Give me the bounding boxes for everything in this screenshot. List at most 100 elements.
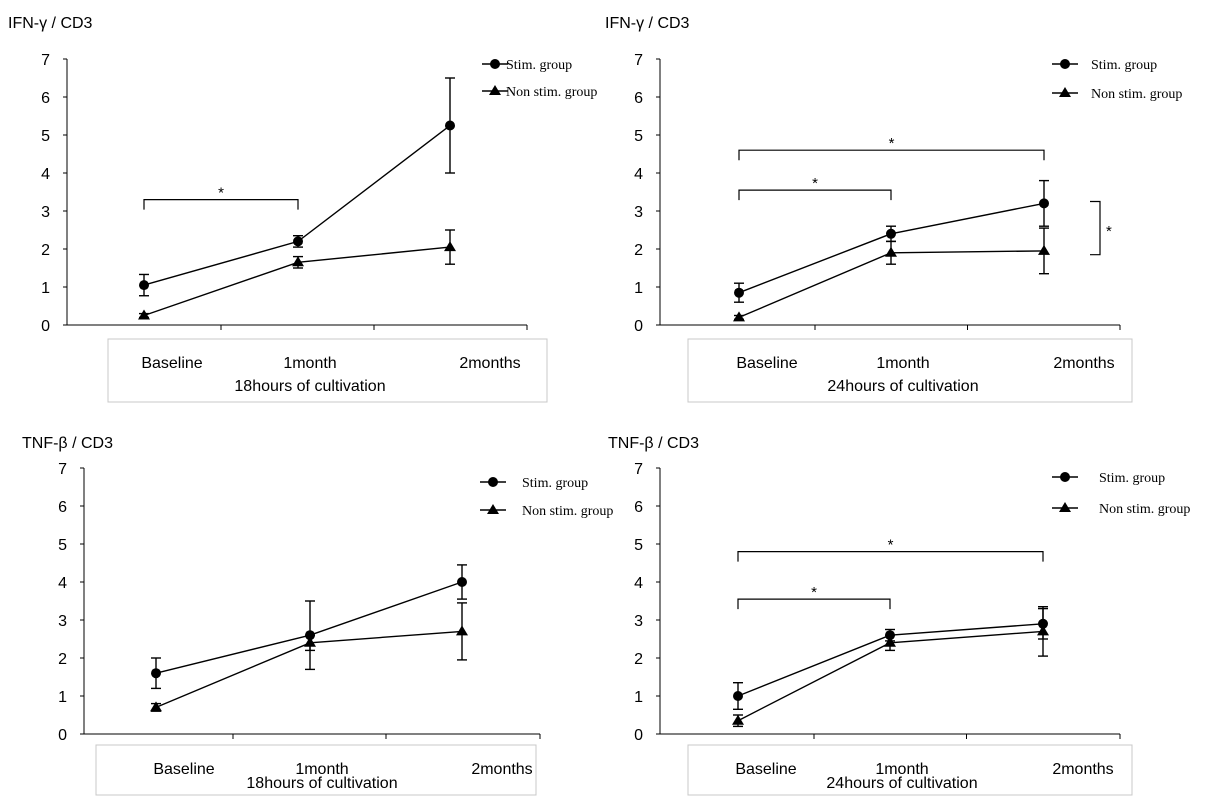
y-tick-label: 5 xyxy=(634,128,643,145)
significance-bracket xyxy=(738,189,892,201)
chart-panel-4: TNF-β / CD3 0 1 2 3 4 5 6 7 Baseline 1month 2months… xyxy=(608,435,1190,796)
y-tick-label: 7 xyxy=(634,52,643,69)
legend-label: Stim. group xyxy=(1091,58,1157,73)
y-tick-label: 6 xyxy=(634,90,643,107)
y-tick-label: 1 xyxy=(634,689,643,706)
data-point-circle xyxy=(886,228,896,239)
data-point-circle xyxy=(734,287,744,298)
chart-panel-1: IFN-γ / CD3 0 1 2 3 4 5 6 7 Baseline 1month 2months… xyxy=(8,15,597,403)
y-tick-label: 1 xyxy=(634,280,643,297)
legend-marker-circle xyxy=(1060,59,1070,69)
data-point-triangle xyxy=(884,636,896,647)
significance-star: * xyxy=(218,185,224,202)
series-line-1 xyxy=(155,581,463,674)
x-category-label: Baseline xyxy=(153,761,214,778)
data-point-circle xyxy=(1039,198,1049,209)
y-tick-label: 4 xyxy=(634,166,643,183)
x-axis-title: 18hours of cultivation xyxy=(246,775,397,792)
chart-title: TNF-β / CD3 xyxy=(22,435,113,452)
y-tick-label: 3 xyxy=(634,204,643,221)
data-point-circle xyxy=(733,691,743,701)
significance-star: * xyxy=(888,537,894,554)
category-label-box xyxy=(95,744,537,796)
y-tick-label: 0 xyxy=(634,318,643,335)
x-category-label: 1month xyxy=(876,355,929,372)
legend-label: Non stim. group xyxy=(1091,87,1182,102)
y-tick-label: 0 xyxy=(634,727,643,744)
y-tick-label: 7 xyxy=(41,52,50,69)
x-category-label: 2months xyxy=(459,355,520,372)
significance-star: * xyxy=(811,584,817,601)
data-point-triangle xyxy=(138,309,150,320)
data-point-triangle xyxy=(292,256,304,267)
data-point-triangle xyxy=(1037,625,1049,636)
data-point-triangle xyxy=(456,625,468,636)
y-tick-label: 2 xyxy=(634,651,643,668)
x-category-label: Baseline xyxy=(141,355,202,372)
chart-title: TNF-β / CD3 xyxy=(608,435,699,452)
x-category-label: 1month xyxy=(295,761,348,778)
legend-marker-triangle xyxy=(1059,502,1071,512)
legend-label: Stim. group xyxy=(522,476,588,491)
y-tick-label: 1 xyxy=(58,689,67,706)
category-label-box xyxy=(107,338,548,403)
legend-label: Non stim. group xyxy=(1099,502,1190,517)
y-tick-label: 5 xyxy=(41,128,50,145)
y-tick-label: 6 xyxy=(634,499,643,516)
y-tick-label: 4 xyxy=(58,575,67,592)
y-tick-label: 4 xyxy=(41,166,50,183)
significance-bracket-vertical xyxy=(1090,200,1101,256)
y-tick-label: 1 xyxy=(41,280,50,297)
data-point-triangle xyxy=(885,246,897,257)
category-label-box xyxy=(687,338,1133,403)
chart-panel-2: IFN-γ / CD3 0 1 2 3 4 5 6 7 Baseline 1month 2months… xyxy=(605,15,1182,403)
chart-panel-3: TNF-β / CD3 0 1 2 3 4 5 6 7 Baseline 1month 2months… xyxy=(22,435,613,796)
y-tick-label: 3 xyxy=(41,204,50,221)
y-tick-label: 3 xyxy=(58,613,67,630)
data-point-circle xyxy=(457,577,467,587)
x-axis-title: 24hours of cultivation xyxy=(826,775,977,792)
x-category-label: Baseline xyxy=(736,355,797,372)
legend-marker-circle xyxy=(488,477,498,487)
significance-star: * xyxy=(889,135,895,152)
y-tick-label: 5 xyxy=(634,537,643,554)
significance-bracket xyxy=(738,149,1045,161)
legend-label: Stim. group xyxy=(506,58,572,73)
x-category-label: Baseline xyxy=(735,761,796,778)
series-line-2 xyxy=(143,246,451,317)
legend-marker-triangle xyxy=(1059,87,1071,97)
y-tick-label: 3 xyxy=(634,613,643,630)
x-category-label: 1month xyxy=(875,761,928,778)
legend-label: Non stim. group xyxy=(522,504,613,519)
x-category-label: 2months xyxy=(471,761,532,778)
data-point-circle xyxy=(151,668,161,679)
data-point-triangle xyxy=(733,311,745,322)
y-tick-label: 2 xyxy=(634,242,643,259)
data-point-circle xyxy=(293,236,303,247)
y-tick-label: 0 xyxy=(58,727,67,744)
y-tick-label: 7 xyxy=(634,461,643,478)
y-tick-label: 4 xyxy=(634,575,643,592)
y-tick-label: 0 xyxy=(41,318,50,335)
category-label-box xyxy=(687,744,1133,796)
significance-bracket xyxy=(737,598,891,610)
data-point-circle xyxy=(445,120,455,131)
data-point-triangle xyxy=(304,636,316,647)
data-point-triangle xyxy=(732,714,744,725)
x-axis-title: 18hours of cultivation xyxy=(234,378,385,395)
legend-marker-triangle xyxy=(489,85,501,95)
y-tick-label: 6 xyxy=(58,499,67,516)
y-tick-label: 2 xyxy=(58,651,67,668)
data-point-circle xyxy=(139,280,149,291)
y-tick-label: 7 xyxy=(58,461,67,478)
y-tick-label: 6 xyxy=(41,90,50,107)
significance-star: * xyxy=(812,175,818,192)
data-point-triangle xyxy=(444,241,456,252)
x-axis-title: 24hours of cultivation xyxy=(827,378,978,395)
y-tick-label: 5 xyxy=(58,537,67,554)
chart-title: IFN-γ / CD3 xyxy=(605,15,690,32)
x-category-label: 1month xyxy=(283,355,336,372)
x-category-label: 2months xyxy=(1053,355,1114,372)
legend-label: Non stim. group xyxy=(506,85,597,100)
